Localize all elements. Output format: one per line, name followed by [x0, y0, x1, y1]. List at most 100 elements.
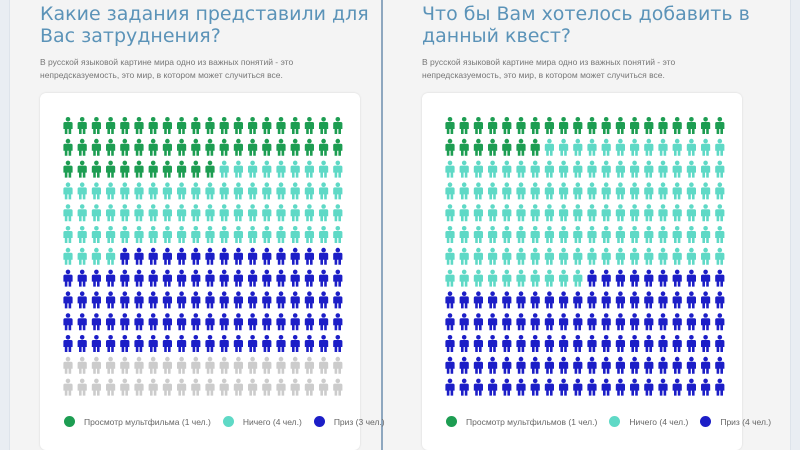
person-icon [262, 226, 272, 243]
person-icon [106, 335, 116, 352]
person-icon [630, 313, 640, 331]
person-icon [276, 247, 286, 265]
person-icon [333, 313, 343, 331]
person-icon [601, 160, 611, 178]
person-icon [177, 182, 187, 200]
person-icon [502, 356, 512, 374]
person-icon [630, 378, 640, 396]
person-icon [630, 117, 640, 134]
person-icon [248, 335, 258, 352]
person-icon [162, 313, 172, 331]
person-icon [658, 335, 668, 352]
person-icon [63, 117, 73, 134]
person-icon [219, 378, 229, 396]
person-icon [516, 356, 526, 374]
person-icon [701, 182, 711, 200]
person-icon [516, 138, 526, 156]
person-icon [304, 160, 314, 178]
person-icon [615, 160, 625, 178]
person-icon [459, 117, 469, 134]
person-icon [502, 313, 512, 331]
person-icon [106, 269, 116, 287]
person-icon [148, 378, 158, 396]
person-icon [658, 247, 668, 265]
person-icon [162, 138, 172, 156]
person-icon [672, 313, 682, 331]
person-icon [459, 335, 469, 352]
person-icon [587, 138, 597, 156]
person-icon [177, 313, 187, 331]
person-icon [91, 291, 101, 309]
legend-item-cartoons: Просмотр мультфильмов (1 чел.) [446, 416, 597, 427]
person-icon [162, 335, 172, 352]
person-icon [488, 313, 498, 331]
person-icon [248, 204, 258, 222]
person-icon [262, 335, 272, 352]
person-icon [177, 247, 187, 265]
person-icon [106, 247, 116, 265]
person-icon [262, 291, 272, 309]
person-icon [148, 269, 158, 287]
person-icon [445, 269, 455, 287]
person-icon [658, 313, 668, 331]
person-icon [530, 356, 540, 374]
person-icon [573, 335, 583, 352]
person-icon [459, 182, 469, 200]
person-icon [459, 160, 469, 178]
person-icon [162, 378, 172, 396]
person-icon [488, 378, 498, 396]
person-icon [544, 160, 554, 178]
person-icon [601, 117, 611, 134]
person-icon [162, 291, 172, 309]
person-icon [488, 160, 498, 178]
pictogram-chart [445, 117, 725, 396]
person-icon [262, 182, 272, 200]
person-icon [530, 247, 540, 265]
person-icon [459, 313, 469, 331]
person-icon [191, 182, 201, 200]
person-icon [530, 204, 540, 222]
person-icon [276, 378, 286, 396]
person-icon [473, 356, 483, 374]
person-icon [304, 247, 314, 265]
legend-item-cartoon: Просмотр мультфильма (1 чел.) [64, 416, 211, 427]
person-icon [290, 247, 300, 265]
person-icon [630, 356, 640, 374]
person-icon [63, 182, 73, 200]
person-icon [276, 160, 286, 178]
person-icon [530, 226, 540, 243]
legend-item-prize: Приз (4 чел.) [700, 416, 771, 427]
person-icon [333, 247, 343, 265]
person-icon [319, 356, 329, 374]
person-icon [162, 269, 172, 287]
person-icon [559, 204, 569, 222]
person-icon [304, 269, 314, 287]
person-icon [219, 356, 229, 374]
person-icon [304, 356, 314, 374]
person-icon [544, 182, 554, 200]
person-icon [290, 138, 300, 156]
person-icon [333, 356, 343, 374]
person-icon [516, 291, 526, 309]
person-icon [77, 204, 87, 222]
person-icon [544, 335, 554, 352]
person-icon [262, 269, 272, 287]
person-icon [106, 291, 116, 309]
person-icon [290, 117, 300, 134]
person-icon [502, 378, 512, 396]
legend-item-nothing: Ничего (4 чел.) [222, 416, 302, 427]
person-icon [488, 226, 498, 243]
person-icon [516, 160, 526, 178]
page-title: Какие задания представили для Вас затруд… [40, 3, 369, 47]
person-icon [191, 378, 201, 396]
legend-dot-icon [700, 416, 712, 427]
person-icon [233, 247, 243, 265]
person-icon [715, 378, 725, 396]
person-icon [686, 313, 696, 331]
person-icon [672, 138, 682, 156]
person-icon [516, 247, 526, 265]
person-icon [191, 204, 201, 222]
person-icon [106, 138, 116, 156]
person-icon [319, 247, 329, 265]
person-icon [573, 378, 583, 396]
